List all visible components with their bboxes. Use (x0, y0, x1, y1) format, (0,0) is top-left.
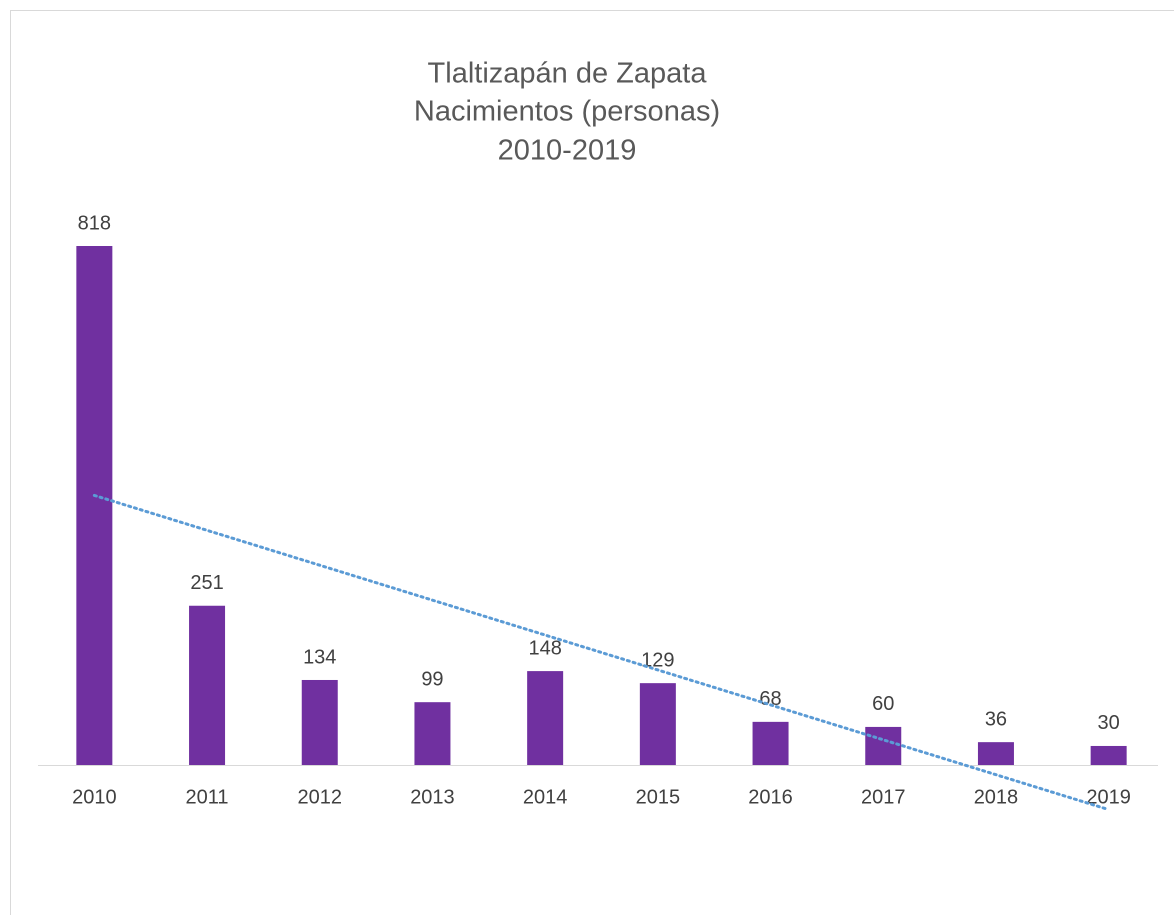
data-label: 60 (872, 693, 894, 715)
bar (301, 679, 338, 765)
bar (977, 742, 1014, 765)
x-tick-label: 2019 (1086, 786, 1131, 808)
data-label: 251 (190, 572, 223, 594)
bar (189, 605, 226, 765)
x-tick-label: 2011 (186, 786, 229, 808)
bar (414, 702, 451, 765)
x-tick-label: 2010 (72, 786, 117, 808)
bar (639, 683, 676, 765)
bar (752, 721, 789, 765)
x-tick-label: 2017 (861, 786, 906, 808)
x-tick-label: 2012 (298, 786, 343, 808)
data-label: 134 (303, 646, 336, 668)
data-label: 36 (985, 708, 1007, 730)
x-tick-label: 2018 (974, 786, 1019, 808)
bar (865, 726, 902, 765)
bar (76, 246, 113, 765)
x-tick-label: 2016 (748, 786, 793, 808)
x-tick-label: 2014 (523, 786, 568, 808)
data-label: 129 (641, 649, 674, 671)
bar (527, 671, 564, 765)
chart-title: Tlaltizapán de Zapata (428, 58, 708, 90)
x-tick-label: 2013 (410, 786, 455, 808)
bar (1090, 745, 1127, 765)
data-label: 818 (78, 212, 111, 234)
trendline (92, 493, 1111, 812)
data-label: 30 (1098, 712, 1120, 734)
data-label: 148 (528, 637, 561, 659)
chart-title: 2010-2019 (498, 135, 637, 167)
data-label: 99 (421, 668, 443, 690)
x-tick-label: 2015 (636, 786, 681, 808)
chart-title: Nacimientos (personas) (414, 96, 720, 128)
